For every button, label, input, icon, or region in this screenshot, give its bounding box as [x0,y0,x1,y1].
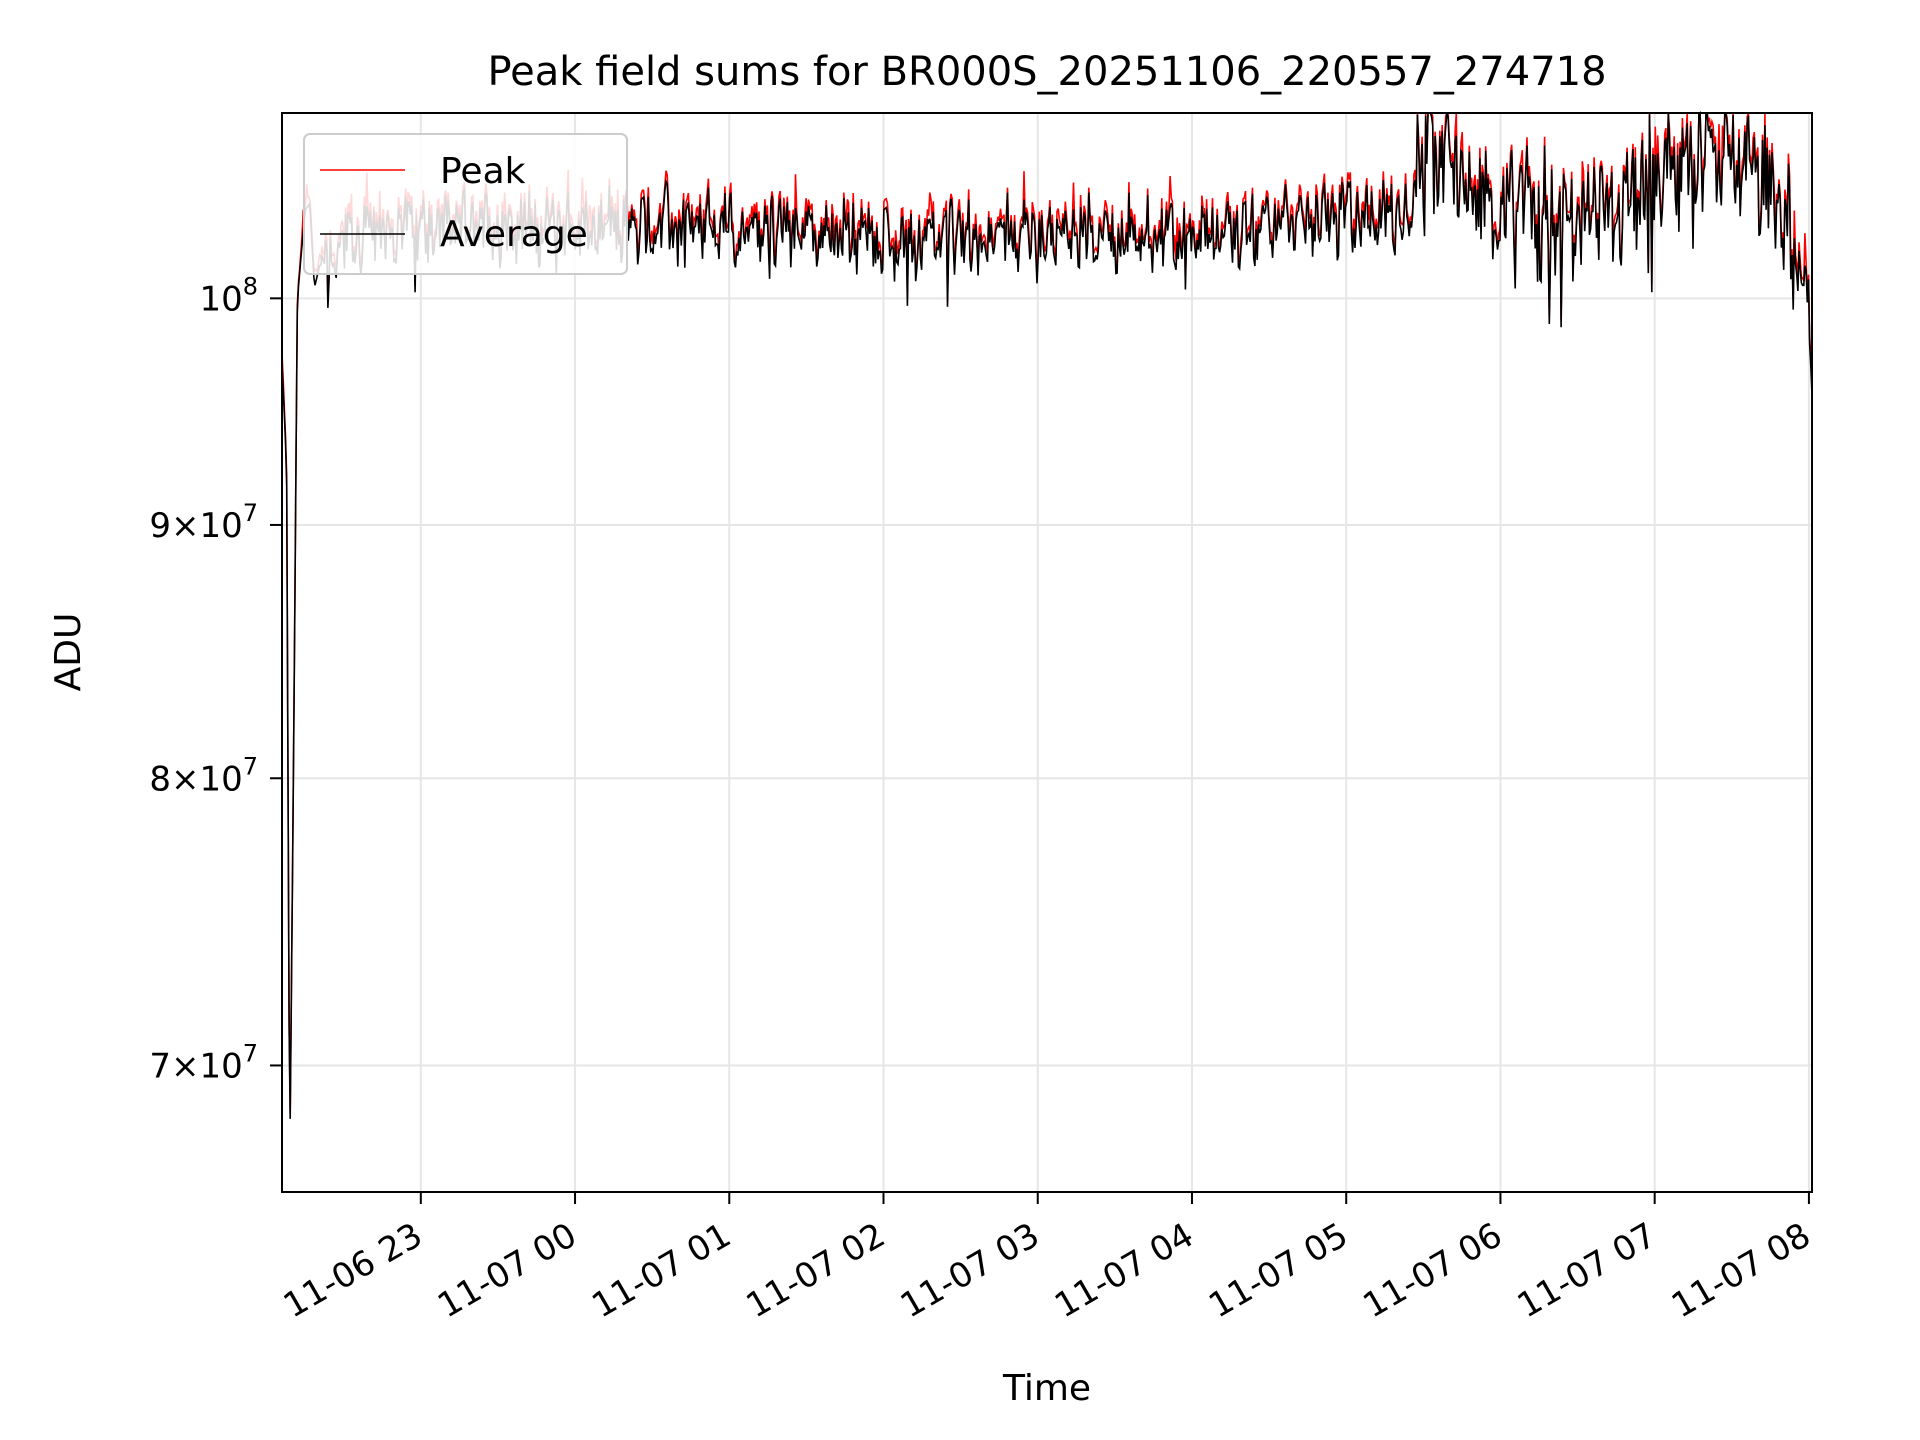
y-tick-base: 8×10 [149,759,242,799]
y-tick-base: 10 [199,279,242,319]
legend-average-label: Average [440,214,588,255]
legend-peak-label: Peak [440,151,526,192]
grid [282,113,1812,1192]
y-tick-base: 9×10 [149,506,242,546]
y-tick-exponent: 7 [243,752,258,780]
legend: Peak Average [303,133,628,275]
y-tick-exponent: 7 [243,1039,258,1067]
y-axis-label: ADU [48,613,89,692]
y-tick-label: 9×107 [149,499,258,546]
x-axis-label: Time [1002,1368,1091,1409]
chart-title: Peak field sums for BR000S_20251106_2205… [487,49,1606,95]
y-tick-base: 7×10 [149,1046,242,1086]
y-tick-label: 8×107 [149,752,258,799]
y-tick-label: 7×107 [149,1039,258,1086]
legend-box [303,133,628,275]
y-tick-label: 108 [199,272,258,319]
y-tick-exponent: 8 [243,272,258,300]
y-tick-exponent: 7 [243,499,258,527]
plot-area-frame [281,112,1813,1193]
